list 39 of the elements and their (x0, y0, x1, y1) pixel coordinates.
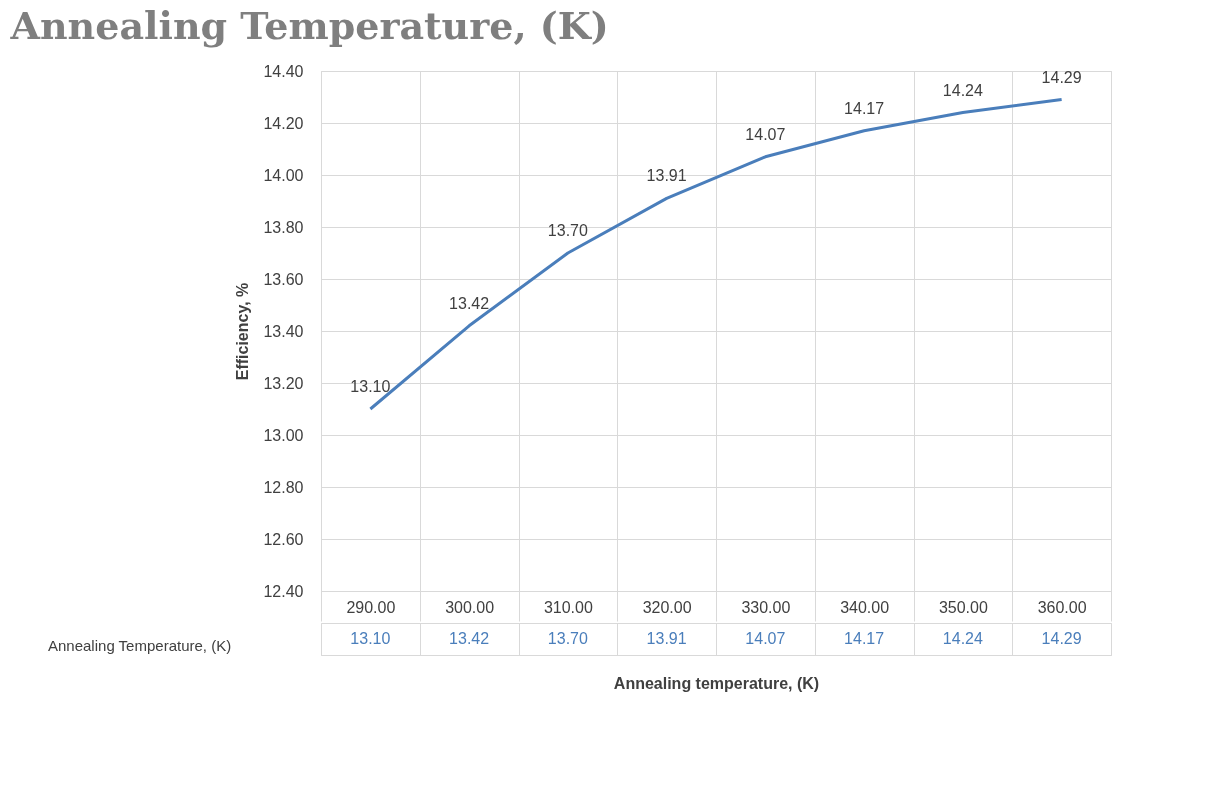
data-label: 13.10 (350, 630, 391, 647)
y-tick-label: 13.80 (263, 218, 304, 236)
x-tick-label: 320.00 (642, 598, 692, 616)
y-tick-label: 12.80 (263, 478, 304, 496)
y-tick-label: 14.00 (263, 166, 304, 184)
data-label: 14.17 (844, 630, 885, 647)
text: 14.24 (942, 81, 983, 99)
text: 13.42 (449, 294, 490, 312)
data-label: 13.42 (449, 630, 490, 647)
data-label: 14.07 (745, 630, 786, 647)
x-tick-label: 310.00 (543, 598, 593, 616)
data-label: 13.70 (547, 630, 588, 647)
text: 14.29 (1041, 68, 1082, 86)
text: 13.10 (350, 378, 391, 395)
x-tick-label: 350.00 (938, 598, 988, 616)
x-tick-label: 360.00 (1037, 598, 1087, 616)
x-axis-title: Annealing temperature, (K) (613, 674, 820, 692)
text: 13.91 (646, 167, 687, 185)
x-tick-label: 340.00 (840, 598, 890, 616)
y-tick-label: 12.60 (263, 530, 304, 548)
data-label: 13.91 (646, 630, 687, 647)
text: 13.70 (547, 222, 588, 239)
y-tick-label: 12.40 (263, 582, 304, 600)
y-axis-title: Efficiency, % (234, 282, 252, 381)
x-tick-label: 330.00 (741, 598, 791, 616)
data-label: 14.24 (942, 630, 983, 647)
x-tick-label: 300.00 (445, 598, 495, 616)
y-tick-label: 14.40 (263, 62, 304, 80)
chart-title: Annealing Temperature, (K) (9, 2, 609, 48)
text: 14.07 (745, 125, 786, 143)
y-tick-label: 14.20 (263, 114, 304, 132)
y-tick-label: 13.20 (263, 374, 304, 392)
data-label: 14.29 (1041, 630, 1082, 647)
text: Annealing Temperature, (K) (48, 636, 232, 654)
x-tick-label: 290.00 (346, 598, 396, 616)
y-tick-label: 13.60 (263, 270, 304, 288)
y-tick-label: 13.40 (263, 322, 304, 340)
text: 14.17 (844, 99, 885, 117)
y-tick-label: 13.00 (263, 426, 304, 444)
